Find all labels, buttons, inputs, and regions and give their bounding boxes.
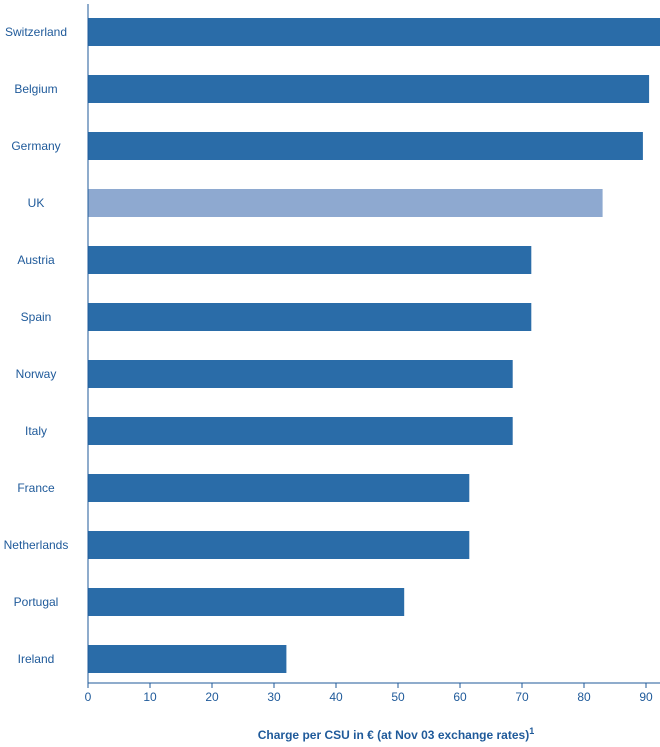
x-tick-label: 90 (639, 690, 653, 704)
x-tick-label: 20 (205, 690, 219, 704)
x-tick-label: 10 (143, 690, 157, 704)
category-label: Germany (11, 139, 60, 153)
category-label: Italy (25, 424, 47, 438)
bar-austria (88, 246, 532, 274)
category-label: Portugal (14, 595, 59, 609)
category-label: Netherlands (4, 538, 69, 552)
category-label: Switzerland (5, 25, 67, 39)
x-axis-label-text: Charge per CSU in € (at Nov 03 exchange … (258, 728, 529, 742)
bar-france (88, 474, 470, 502)
bar-italy (88, 417, 513, 445)
bars-group (88, 18, 660, 673)
x-axis-label: Charge per CSU in € (at Nov 03 exchange … (258, 726, 534, 742)
x-tick-label: 60 (453, 690, 467, 704)
bar-ireland (88, 645, 287, 673)
x-axis-label-superscript: 1 (529, 726, 534, 736)
bar-belgium (88, 75, 650, 103)
category-label: Ireland (18, 652, 55, 666)
x-tick-label: 30 (267, 690, 281, 704)
x-ticks: 0 10 20 30 40 50 60 70 80 90 (85, 683, 653, 704)
bar-spain (88, 303, 532, 331)
category-label: UK (28, 196, 45, 210)
bar-switzerland (88, 18, 660, 46)
bar-portugal (88, 588, 405, 616)
category-label: France (17, 481, 55, 495)
x-tick-label: 50 (391, 690, 405, 704)
category-label: Spain (21, 310, 52, 324)
x-tick-label: 0 (85, 690, 92, 704)
category-label: Belgium (14, 82, 57, 96)
x-tick-label: 70 (515, 690, 529, 704)
category-labels: Switzerland Belgium Germany UK Austria Spain N… (4, 25, 69, 666)
x-tick-label: 40 (329, 690, 343, 704)
category-label: Austria (17, 253, 55, 267)
bar-norway (88, 360, 513, 388)
category-label: Norway (16, 367, 57, 381)
bar-germany (88, 132, 643, 160)
bar-netherlands (88, 531, 470, 559)
x-tick-label: 80 (577, 690, 591, 704)
bar-uk (88, 189, 603, 217)
